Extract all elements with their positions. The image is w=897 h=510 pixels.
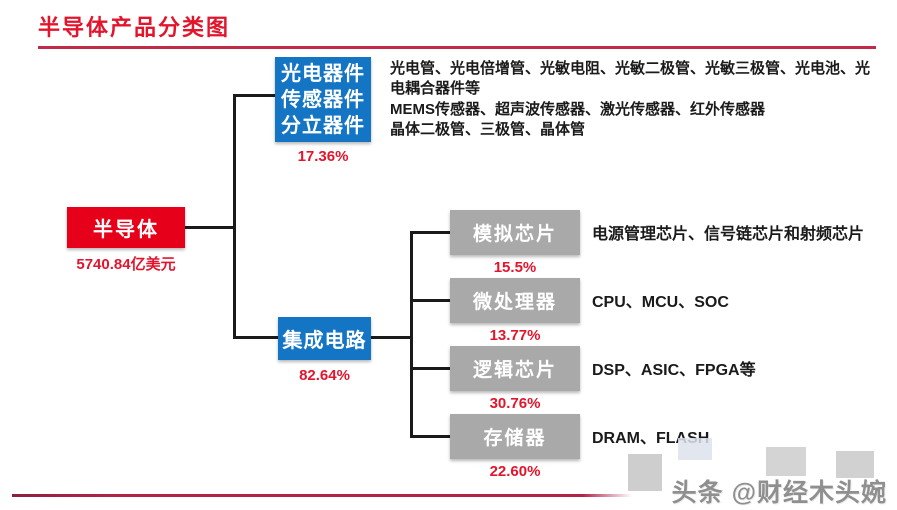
mosaic-block [766, 447, 806, 476]
connector-trunk-2 [410, 231, 413, 438]
node-semiconductor: 半导体 [67, 207, 185, 248]
node-semiconductor-label: 半导体 [93, 219, 159, 241]
connector-trunk-1 [233, 94, 236, 339]
page-title: 半导体产品分类图 [38, 15, 231, 40]
analog-chip-description: 电源管理芯片、信号链芯片和射频芯片 [592, 226, 865, 243]
node-integrated-circuit: 集成电路 [278, 317, 371, 360]
connector-stub-mpu [413, 299, 450, 302]
title-underline [38, 46, 876, 49]
logic-chip-description: DSP、ASIC、FPGA等 [592, 362, 756, 379]
opto-label-line1: 光电器件 [281, 62, 365, 85]
mosaic-block [628, 454, 662, 491]
opto-description-line3: 晶体二极管、三极管、晶体管 [390, 121, 586, 139]
node-memory: 存储器 [450, 414, 580, 459]
ic-label: 集成电路 [282, 330, 367, 352]
node-microprocessor: 微处理器 [450, 278, 580, 323]
logic-chip-label: 逻辑芯片 [472, 360, 557, 381]
connector-stub-ic [236, 336, 278, 339]
mosaic-block [678, 438, 712, 460]
watermark: 头条 @财经木头婉 [671, 479, 887, 507]
connector-root-horizontal [185, 226, 233, 229]
connector-stub-memory [413, 435, 450, 438]
node-logic-chip: 逻辑芯片 [450, 346, 580, 391]
node-analog-chip: 模拟芯片 [450, 210, 580, 255]
logic-chip-percent: 30.76% [489, 395, 541, 412]
node-opto-sensor-discrete: 光电器件 传感器件 分立器件 [275, 57, 371, 142]
analog-chip-percent: 15.5% [493, 259, 537, 276]
analog-chip-label: 模拟芯片 [472, 224, 557, 245]
microprocessor-description: CPU、MCU、SOC [592, 294, 729, 311]
semiconductor-market-value: 5740.84亿美元 [76, 256, 176, 273]
microprocessor-label: 微处理器 [472, 292, 557, 313]
opto-percent: 17.36% [297, 148, 349, 165]
opto-label-line2: 传感器件 [281, 88, 365, 111]
connector-stub-analog [413, 231, 450, 234]
ic-percent: 82.64% [299, 367, 350, 384]
connector-ic-horizontal [371, 336, 410, 339]
mosaic-block [836, 451, 874, 478]
bottom-divider-line [12, 494, 632, 497]
connector-stub-opto [236, 94, 275, 97]
opto-description-line1: 光电管、光电倍增管、光敏电阻、光敏二极管、光敏三极管、光电池、光电耦合器件等 [390, 60, 871, 98]
memory-percent: 22.60% [489, 463, 541, 480]
opto-description: 光电管、光电倍增管、光敏电阻、光敏二极管、光敏三极管、光电池、光电耦合器件等 M… [390, 59, 870, 141]
opto-description-line2: MEMS传感器、超声波传感器、激光传感器、红外传感器 [390, 100, 766, 118]
opto-label-line3: 分立器件 [281, 114, 365, 137]
memory-label: 存储器 [483, 428, 547, 449]
connector-stub-logic [413, 367, 450, 370]
microprocessor-percent: 13.77% [489, 327, 541, 344]
